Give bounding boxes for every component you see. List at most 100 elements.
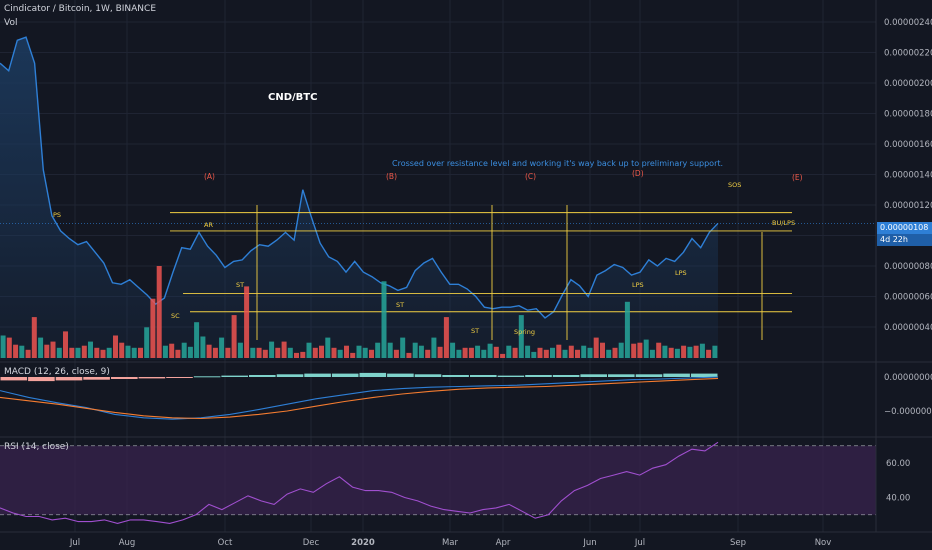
volume-bar <box>699 343 705 358</box>
volume-bar <box>612 347 618 358</box>
wyckoff-label: SC <box>171 312 180 320</box>
macd-histogram-bar <box>359 372 387 377</box>
volume-bar <box>100 349 106 358</box>
volume-bar <box>431 337 437 358</box>
volume-bar <box>144 327 150 358</box>
macd-histogram-bar <box>552 375 580 377</box>
phase-label: (A) <box>204 172 215 181</box>
volume-bar <box>281 341 287 358</box>
volume-bar <box>656 342 662 358</box>
volume-bar <box>219 337 225 358</box>
volume-bar <box>94 347 100 358</box>
volume-bar <box>649 349 655 358</box>
signal-line <box>0 377 719 420</box>
rsi-pane <box>0 441 876 524</box>
volume-bar <box>706 349 712 358</box>
volume-bar <box>637 342 643 358</box>
volume-bar <box>350 352 356 358</box>
macd-histogram-bar <box>249 375 276 377</box>
volume-bar <box>25 349 31 358</box>
volume-bar <box>275 347 281 358</box>
volume-bar <box>19 345 25 358</box>
volume-bar <box>456 349 462 358</box>
volume-bar <box>106 347 112 358</box>
macd-line <box>0 376 719 420</box>
volume-bar <box>38 337 44 358</box>
price-tick-label: 0.00000060 <box>884 293 932 303</box>
volume-bar <box>88 341 93 358</box>
price-badge[interactable]: 0.00000108 <box>877 222 932 234</box>
macd-histogram-bar <box>166 377 193 378</box>
x-tick-label: Mar <box>442 538 459 548</box>
volume-bar <box>312 347 318 358</box>
volume-label[interactable]: Vol <box>4 18 18 28</box>
macd-histogram-bar <box>276 374 304 377</box>
volume-bar <box>693 345 699 358</box>
x-tick-label: Apr <box>496 538 511 548</box>
volume-bar <box>624 301 630 358</box>
volume-bar <box>493 346 499 358</box>
price-tick-label: 0.00000080 <box>884 262 932 272</box>
volume-bar <box>450 342 456 358</box>
volume-bar <box>643 339 649 358</box>
phase-label: (D) <box>632 169 644 178</box>
volume-bar <box>138 347 143 358</box>
wyckoff-label: ST <box>471 327 479 335</box>
volume-bar <box>212 347 218 358</box>
x-tick-label: 2020 <box>351 538 375 548</box>
volume-bar <box>369 349 374 358</box>
volume-bar <box>425 349 431 358</box>
macd-label[interactable]: MACD (12, 26, close, 9) <box>4 367 110 377</box>
phase-label: (C) <box>525 172 536 181</box>
wyckoff-annotations: CND/BTC Crossed over resistance level and… <box>53 92 803 336</box>
price-line <box>0 36 719 319</box>
volume-bar <box>568 345 574 358</box>
rsi-band <box>0 445 876 515</box>
volume-bar <box>400 337 406 358</box>
volume-bar <box>244 286 250 358</box>
macd-histogram-bar <box>663 373 690 377</box>
x-tick-label: Nov <box>815 538 832 548</box>
x-tick-label: Jul <box>634 538 645 548</box>
macd-tick-label: −0.00000050 <box>884 407 932 417</box>
volume-bar <box>269 341 275 358</box>
volume-bar <box>156 266 162 358</box>
macd-histogram-bar <box>138 377 166 379</box>
price-tick-label: 0.00000140 <box>884 171 932 181</box>
volume-bar <box>556 344 562 358</box>
macd-histogram-bar <box>331 373 359 377</box>
volume-bar <box>194 322 200 358</box>
volume-bar <box>575 349 580 358</box>
volume-bar <box>418 345 424 358</box>
symbol-title[interactable]: Cindicator / Bitcoin, 1W, BINANCE <box>4 4 157 14</box>
volume-bar <box>31 317 37 358</box>
volume-bar <box>587 347 593 358</box>
volume-bar <box>262 349 268 358</box>
volume-bar <box>550 347 555 358</box>
volume-bar <box>481 349 487 358</box>
volume-bar <box>531 351 537 358</box>
chart-title: CND/BTC <box>268 92 317 103</box>
wyckoff-label: SOS <box>728 181 741 189</box>
volume-bar <box>537 347 543 358</box>
volume-bar <box>256 347 262 358</box>
phase-label: (B) <box>386 172 397 181</box>
rsi-label[interactable]: RSI (14, close) <box>4 442 69 452</box>
price-tick-label: 0.00000160 <box>884 140 932 150</box>
volume-bar <box>412 342 418 358</box>
macd-tick-label: 0.00000000 <box>884 373 932 383</box>
wyckoff-label: BU/LPS <box>772 219 795 227</box>
macd-histogram-bar <box>525 375 552 377</box>
volume-bar <box>600 342 605 358</box>
volume-bar <box>175 349 181 358</box>
price-pane <box>0 36 876 360</box>
volume-bar <box>75 347 81 358</box>
volume-bar <box>687 346 693 358</box>
volume-bar <box>187 346 193 358</box>
macd-histogram-bar <box>690 373 718 377</box>
volume-bar <box>543 349 549 358</box>
macd-histogram-bar <box>497 375 525 377</box>
volume-bar <box>231 315 237 358</box>
